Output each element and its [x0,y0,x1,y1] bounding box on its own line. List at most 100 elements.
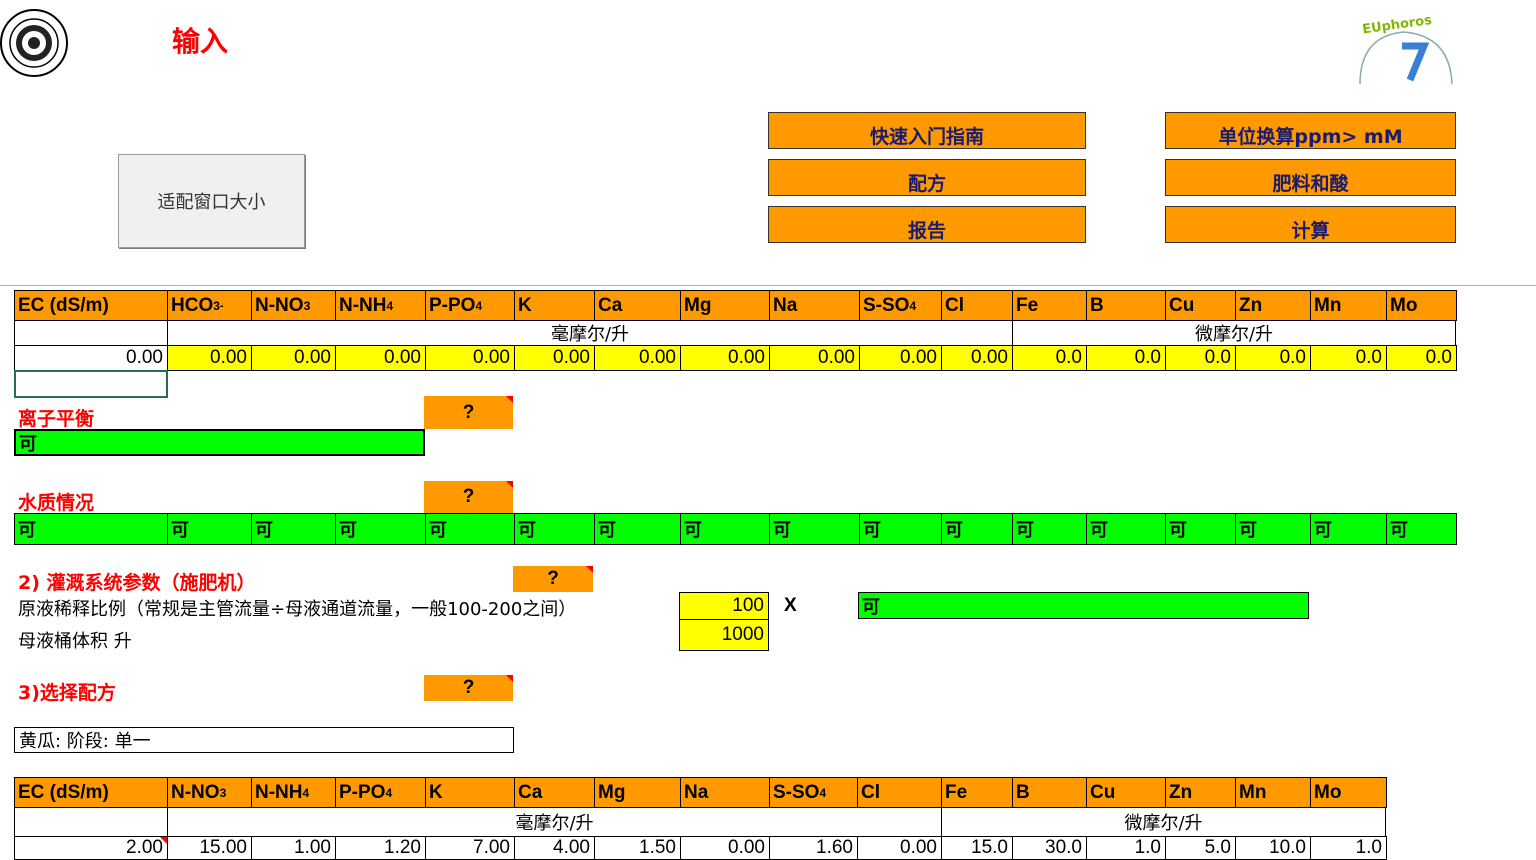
water-header-cell: K [514,290,595,321]
recipe-value-cell: 15.00 [167,836,252,860]
water-header-cell: S-SO 4 [859,290,942,321]
sheet-title: 输入 [172,25,229,58]
water-quality-status-cell: 可 [1235,513,1311,545]
recipe-button[interactable]: 配方 [768,159,1086,196]
water-value-input[interactable]: 0.00 [859,345,942,371]
water-header-cell: Mo [1386,290,1457,321]
water-header-cell: P-PO 4 [425,290,515,321]
water-quality-help-button[interactable]: ? [424,481,513,513]
water-header-cell: Na [769,290,860,321]
recipe-value-cell: 7.00 [425,836,515,860]
water-value-input[interactable]: 0.00 [941,345,1013,371]
water-value-input[interactable]: 0.00 [14,345,168,371]
water-value-input[interactable]: 0.0 [1386,345,1457,371]
recipe-header-cell: Mn [1235,777,1311,808]
dilution-label: 原液稀释比例（常规是主管流量÷母液通道流量，一般100-200之间） [18,599,577,620]
recipe-value-cell: 1.20 [335,836,426,860]
water-header-cell: Mn [1310,290,1387,321]
quick-start-button[interactable]: 快速入门指南 [768,112,1086,149]
university-seal-logo [0,9,68,77]
water-unit-macro: 毫摩尔/升 [167,320,1013,346]
recipe-header-cell: S-SO 4 [769,777,858,808]
water-unit-micro: 微摩尔/升 [1012,320,1456,346]
euphoros-logo: EUphoros [1352,6,1462,88]
water-value-input[interactable]: 0.00 [167,345,252,371]
recipe-select[interactable]: 黄瓜: 阶段: 单一 [14,727,514,753]
water-quality-status-cell: 可 [14,513,168,545]
recipe-value-cell: 1.60 [769,836,858,860]
recipe-header-cell: B [1012,777,1087,808]
water-quality-status-cell: 可 [941,513,1013,545]
water-quality-status-cell: 可 [514,513,595,545]
recipe-value-cell: 1.50 [594,836,681,860]
water-quality-label: 水质情况 [18,492,95,514]
tank-volume-label: 母液桶体积 升 [18,631,132,652]
water-quality-status-cell: 可 [680,513,770,545]
recipe-value-cell: 30.0 [1012,836,1087,860]
recipe-unit-micro: 微摩尔/升 [941,807,1386,837]
water-quality-status-cell: 可 [335,513,426,545]
water-quality-status-cell: 可 [167,513,252,545]
water-header-cell: EC (dS/m) [14,290,168,321]
water-header-cell: HCO 3- [167,290,252,321]
recipe-value-cell: 1.0 [1310,836,1387,860]
unit-convert-button[interactable]: 单位换算ppm> mM [1165,112,1456,149]
recipe-value-cell: 2.00 [14,836,168,860]
water-quality-status-cell: 可 [769,513,860,545]
ion-balance-status: 可 [14,429,425,456]
recipe-header-cell: Ca [514,777,595,808]
water-value-input[interactable]: 0.00 [680,345,770,371]
water-value-input[interactable]: 0.00 [769,345,860,371]
water-value-input[interactable]: 0.00 [594,345,681,371]
calculate-button[interactable]: 计算 [1165,206,1456,243]
water-value-input[interactable]: 0.00 [335,345,426,371]
recipe-unit-blank [14,807,168,837]
recipe-help-button[interactable]: ? [424,675,513,701]
water-header-cell: Cl [941,290,1013,321]
active-cell-cursor[interactable] [14,370,168,398]
water-quality-status-cell: 可 [1310,513,1387,545]
ion-balance-label: 离子平衡 [18,408,95,430]
recipe-unit-macro: 毫摩尔/升 [167,807,942,837]
recipe-header-cell: Cu [1086,777,1166,808]
recipe-header-cell: Mo [1310,777,1387,808]
irrigation-label: 2) 灌溉系统参数（施肥机） [18,572,256,594]
water-value-input[interactable]: 0.00 [514,345,595,371]
divider [0,285,1536,286]
water-quality-status-cell: 可 [1165,513,1236,545]
water-quality-status-cell: 可 [859,513,942,545]
water-header-cell: B [1086,290,1166,321]
ion-balance-help-button[interactable]: ? [424,396,513,429]
dilution-input[interactable]: 100 [679,592,769,620]
water-quality-status-cell: 可 [251,513,336,545]
recipe-header-cell: Zn [1165,777,1236,808]
recipe-header-cell: Mg [594,777,681,808]
recipe-header-cell: N-NH 4 [251,777,336,808]
fit-window-button[interactable]: 适配窗口大小 [118,154,305,248]
irrigation-help-button[interactable]: ? [513,566,593,592]
report-button[interactable]: 报告 [768,206,1086,243]
fertilizers-button[interactable]: 肥料和酸 [1165,159,1456,196]
water-value-input[interactable]: 0.0 [1012,345,1087,371]
recipe-value-cell: 1.00 [251,836,336,860]
recipe-header-cell: K [425,777,515,808]
water-header-cell: Zn [1235,290,1311,321]
water-value-input[interactable]: 0.0 [1310,345,1387,371]
water-header-cell: N-NH 4 [335,290,426,321]
water-quality-status-cell: 可 [1012,513,1087,545]
water-value-input[interactable]: 0.0 [1235,345,1311,371]
recipe-header-cell: EC (dS/m) [14,777,168,808]
water-value-input[interactable]: 0.00 [251,345,336,371]
water-unit-blank [14,320,168,346]
recipe-value-cell: 0.00 [857,836,942,860]
water-value-input[interactable]: 0.00 [425,345,515,371]
recipe-header-cell: N-NO 3 [167,777,252,808]
recipe-value-cell: 1.0 [1086,836,1166,860]
water-quality-status-cell: 可 [1086,513,1166,545]
tank-volume-input[interactable]: 1000 [679,619,769,651]
water-header-cell: Mg [680,290,770,321]
water-value-input[interactable]: 0.0 [1086,345,1166,371]
multiply-symbol: X [784,595,797,616]
water-value-input[interactable]: 0.0 [1165,345,1236,371]
water-header-cell: Cu [1165,290,1236,321]
